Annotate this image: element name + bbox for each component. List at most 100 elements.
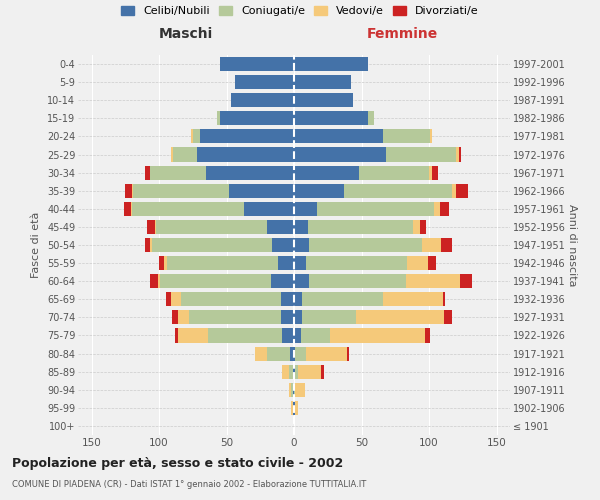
Bar [235, 75, 294, 89]
Bar [294, 382, 295, 397]
Bar [171, 148, 173, 162]
Bar [291, 382, 293, 397]
Bar [301, 328, 331, 342]
Bar [208, 328, 282, 342]
Legend: Celibi/Nubili, Coniugati/e, Vedovi/e, Divorziati/e: Celibi/Nubili, Coniugati/e, Vedovi/e, Di… [121, 6, 479, 16]
Bar [272, 238, 294, 252]
Bar [132, 184, 133, 198]
Bar [294, 238, 309, 252]
Bar [124, 202, 131, 216]
Bar [407, 256, 428, 270]
Text: Femmine: Femmine [367, 26, 437, 40]
Bar [125, 184, 132, 198]
Bar [220, 112, 294, 126]
Bar [347, 346, 349, 360]
Bar [294, 93, 353, 108]
Bar [147, 220, 155, 234]
Bar [206, 166, 294, 179]
Bar [344, 184, 452, 198]
Bar [359, 166, 429, 179]
Bar [293, 382, 294, 397]
Bar [294, 328, 301, 342]
Bar [294, 148, 386, 162]
Bar [331, 328, 425, 342]
Bar [308, 220, 413, 234]
Bar [294, 292, 302, 306]
Bar [306, 256, 407, 270]
Bar [422, 238, 441, 252]
Bar [383, 292, 443, 306]
Bar [293, 364, 294, 378]
Bar [229, 184, 294, 198]
Bar [294, 112, 368, 126]
Bar [295, 346, 306, 360]
Bar [156, 220, 267, 234]
Bar [199, 130, 294, 143]
Bar [178, 328, 208, 342]
Bar [294, 401, 295, 415]
Bar [432, 166, 439, 179]
Bar [459, 148, 461, 162]
Bar [383, 130, 430, 143]
Bar [452, 184, 456, 198]
Bar [428, 256, 436, 270]
Bar [413, 220, 419, 234]
Bar [178, 310, 188, 324]
Bar [149, 274, 158, 288]
Bar [289, 364, 293, 378]
Bar [282, 328, 294, 342]
Bar [267, 346, 290, 360]
Bar [181, 292, 281, 306]
Bar [294, 184, 344, 198]
Bar [290, 346, 294, 360]
Bar [309, 238, 422, 252]
Bar [197, 148, 294, 162]
Bar [244, 202, 294, 216]
Bar [267, 220, 294, 234]
Text: Popolazione per età, sesso e stato civile - 2002: Popolazione per età, sesso e stato civil… [12, 458, 343, 470]
Text: COMUNE DI PIADENA (CR) - Dati ISTAT 1° gennaio 2002 - Elaborazione TUTTITALIA.IT: COMUNE DI PIADENA (CR) - Dati ISTAT 1° g… [12, 480, 366, 489]
Y-axis label: Fasce di età: Fasce di età [31, 212, 41, 278]
Bar [294, 346, 295, 360]
Bar [294, 256, 306, 270]
Bar [294, 166, 359, 179]
Bar [173, 148, 197, 162]
Bar [425, 328, 430, 342]
Bar [294, 274, 309, 288]
Bar [444, 310, 452, 324]
Bar [155, 220, 156, 234]
Bar [456, 184, 468, 198]
Bar [158, 274, 160, 288]
Bar [317, 202, 434, 216]
Bar [132, 202, 244, 216]
Bar [298, 364, 321, 378]
Bar [149, 238, 152, 252]
Bar [295, 364, 298, 378]
Bar [175, 328, 178, 342]
Bar [188, 310, 281, 324]
Bar [440, 202, 449, 216]
Bar [293, 401, 294, 415]
Bar [193, 130, 199, 143]
Bar [278, 256, 294, 270]
Y-axis label: Anni di nascita: Anni di nascita [567, 204, 577, 286]
Text: Maschi: Maschi [159, 26, 213, 40]
Bar [167, 256, 278, 270]
Bar [434, 202, 440, 216]
Bar [149, 166, 206, 179]
Bar [171, 292, 181, 306]
Bar [294, 220, 308, 234]
Bar [386, 148, 456, 162]
Bar [145, 238, 149, 252]
Bar [430, 130, 432, 143]
Bar [289, 382, 292, 397]
Bar [191, 130, 193, 143]
Bar [294, 75, 350, 89]
Bar [321, 364, 324, 378]
Bar [429, 166, 432, 179]
Bar [160, 274, 271, 288]
Bar [294, 57, 368, 71]
Bar [419, 220, 426, 234]
Bar [302, 292, 383, 306]
Bar [406, 274, 460, 288]
